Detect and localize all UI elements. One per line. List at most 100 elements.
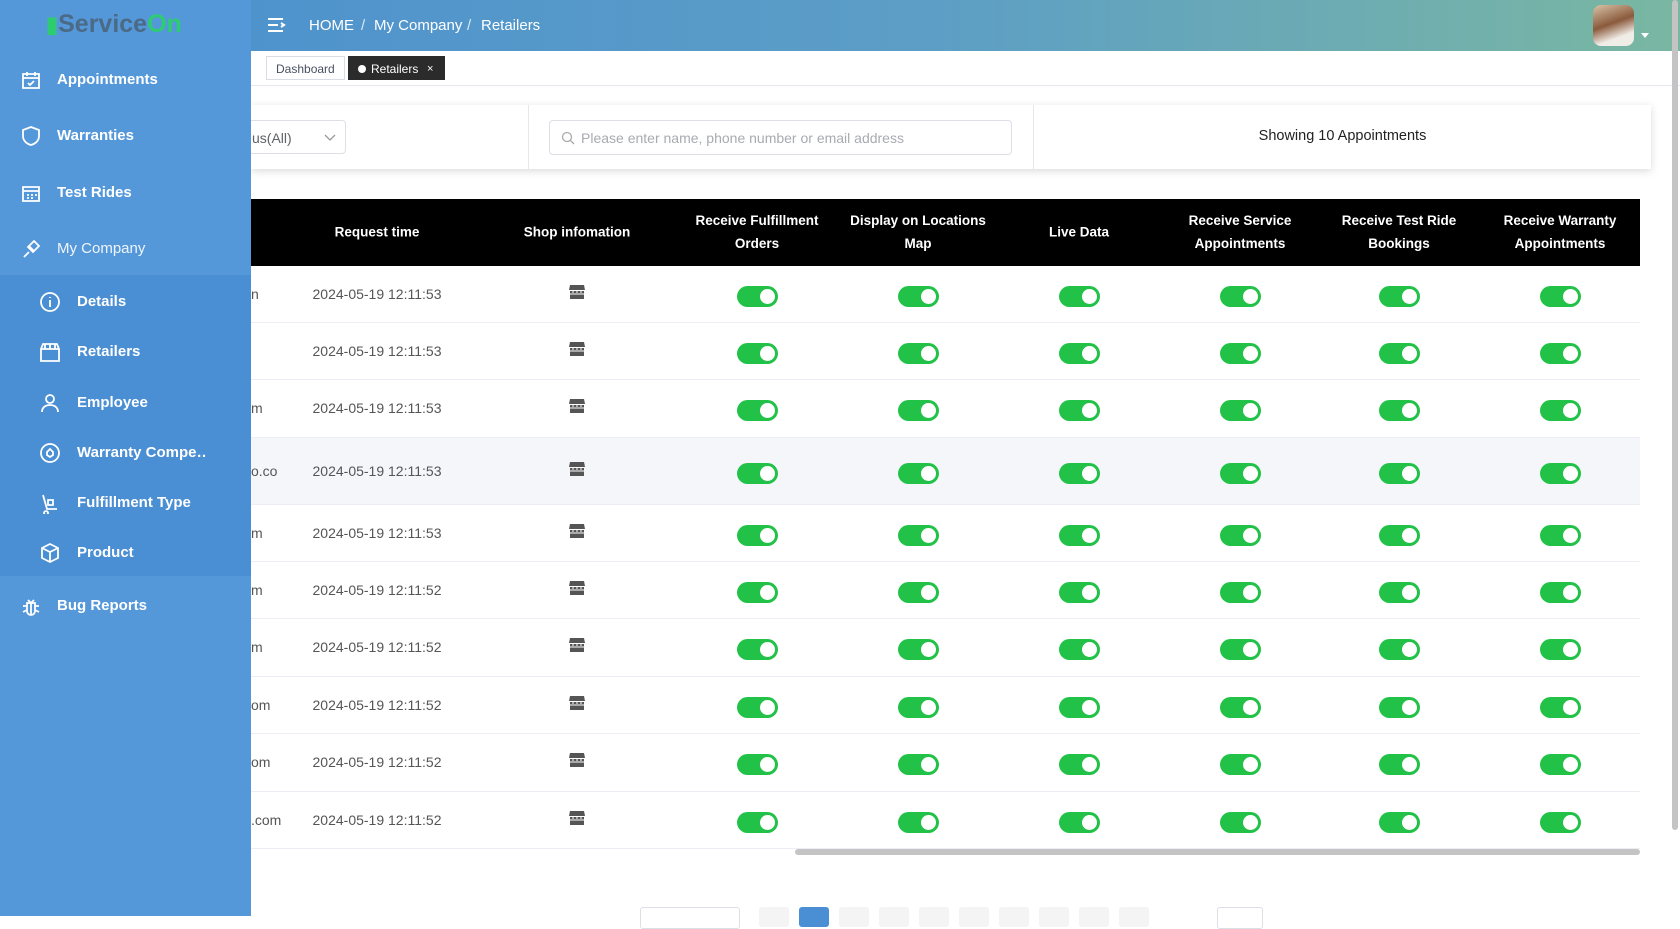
toggle-switch[interactable] — [737, 462, 778, 484]
shop-icon[interactable] — [568, 397, 586, 415]
brand-logo[interactable]: ▮ServiceOn — [46, 10, 182, 39]
page-button[interactable] — [839, 907, 869, 927]
toggle-switch[interactable] — [898, 581, 939, 603]
toggle-switch[interactable] — [1220, 581, 1261, 603]
toggle-switch[interactable] — [898, 285, 939, 307]
page-size-select[interactable] — [640, 907, 740, 929]
toggle-switch[interactable] — [1540, 524, 1581, 546]
submenu-item[interactable]: Product — [0, 533, 251, 573]
toggle-switch[interactable] — [737, 581, 778, 603]
shop-icon[interactable] — [568, 579, 586, 597]
toggle-switch[interactable] — [1379, 462, 1420, 484]
avatar[interactable] — [1593, 5, 1634, 46]
breadcrumb-item[interactable]: HOME — [309, 17, 354, 34]
toggle-switch[interactable] — [1379, 811, 1420, 833]
toggle-switch[interactable] — [1059, 696, 1100, 718]
toggle-switch[interactable] — [898, 524, 939, 546]
shop-icon[interactable] — [568, 694, 586, 712]
toggle-switch[interactable] — [737, 754, 778, 775]
toggle-switch[interactable] — [1540, 639, 1581, 660]
page-jump[interactable] — [1217, 907, 1263, 929]
toggle-switch[interactable] — [1379, 696, 1420, 718]
status-select[interactable]: us(All) — [241, 120, 346, 154]
shop-icon[interactable] — [568, 283, 586, 301]
toggle-switch[interactable] — [1379, 342, 1420, 364]
toggle-switch[interactable] — [1379, 754, 1420, 775]
toggle-switch[interactable] — [1540, 811, 1581, 833]
page-button[interactable] — [959, 907, 989, 927]
submenu-item[interactable]: Retailers — [0, 332, 251, 372]
toggle-switch[interactable] — [737, 400, 778, 421]
toggle-switch[interactable] — [1059, 811, 1100, 833]
shop-icon[interactable] — [568, 522, 586, 540]
shop-icon[interactable] — [568, 460, 586, 478]
toggle-switch[interactable] — [1379, 400, 1420, 421]
toggle-switch[interactable] — [1059, 639, 1100, 660]
horizontal-scrollbar[interactable] — [795, 849, 1640, 855]
toggle-switch[interactable] — [1540, 462, 1581, 484]
toggle-switch[interactable] — [1059, 581, 1100, 603]
toggle-switch[interactable] — [1059, 342, 1100, 364]
toggle-switch[interactable] — [1540, 285, 1581, 307]
toggle-switch[interactable] — [1059, 285, 1100, 307]
page-button[interactable] — [999, 907, 1029, 927]
vertical-scrollbar[interactable] — [1672, 0, 1678, 830]
shop-icon[interactable] — [568, 340, 586, 358]
tab-close[interactable]: × — [427, 63, 434, 75]
menu-item[interactable]: Bug Reports — [0, 586, 251, 626]
toggle-switch[interactable] — [1540, 342, 1581, 364]
menu-item[interactable]: Warranties — [0, 116, 251, 156]
tab-active[interactable]: Retailers × — [348, 56, 445, 80]
page-button[interactable] — [1119, 907, 1149, 927]
search-input[interactable]: Please enter name, phone number or email… — [549, 120, 1012, 155]
shop-icon[interactable] — [568, 636, 586, 654]
submenu-item[interactable]: Details — [0, 282, 251, 322]
submenu-item[interactable]: Fulfillment Type — [0, 483, 251, 523]
toggle-switch[interactable] — [1379, 524, 1420, 546]
toggle-switch[interactable] — [737, 524, 778, 546]
toggle-switch[interactable] — [737, 811, 778, 833]
menu-item[interactable]: My Company — [0, 229, 251, 269]
page-button[interactable] — [879, 907, 909, 927]
toggle-switch[interactable] — [737, 639, 778, 660]
toggle-switch[interactable] — [737, 342, 778, 364]
toggle-switch[interactable] — [1220, 811, 1261, 833]
toggle-switch[interactable] — [1540, 400, 1581, 421]
toggle-switch[interactable] — [898, 342, 939, 364]
toggle-switch[interactable] — [898, 811, 939, 833]
toggle-switch[interactable] — [1220, 462, 1261, 484]
tab[interactable]: Dashboard — [266, 56, 345, 80]
menu-toggle[interactable] — [266, 16, 286, 34]
toggle-switch[interactable] — [1220, 285, 1261, 307]
toggle-switch[interactable] — [1540, 696, 1581, 718]
page-button[interactable] — [759, 907, 789, 927]
toggle-switch[interactable] — [1379, 285, 1420, 307]
page-button[interactable] — [1039, 907, 1069, 927]
toggle-switch[interactable] — [1379, 639, 1420, 660]
toggle-switch[interactable] — [1540, 581, 1581, 603]
toggle-switch[interactable] — [898, 639, 939, 660]
toggle-switch[interactable] — [1059, 400, 1100, 421]
menu-item[interactable]: Test Rides — [0, 173, 251, 213]
submenu-item[interactable]: Employee — [0, 383, 251, 423]
toggle-switch[interactable] — [1220, 639, 1261, 660]
avatar-caret[interactable] — [1641, 33, 1649, 39]
toggle-switch[interactable] — [1059, 754, 1100, 775]
toggle-switch[interactable] — [1220, 754, 1261, 775]
toggle-switch[interactable] — [1540, 754, 1581, 775]
toggle-switch[interactable] — [737, 285, 778, 307]
toggle-switch[interactable] — [898, 754, 939, 775]
toggle-switch[interactable] — [1059, 524, 1100, 546]
page-button-active[interactable] — [799, 907, 829, 927]
toggle-switch[interactable] — [1220, 524, 1261, 546]
toggle-switch[interactable] — [898, 400, 939, 421]
shop-icon[interactable] — [568, 809, 586, 827]
toggle-switch[interactable] — [1059, 462, 1100, 484]
toggle-switch[interactable] — [898, 696, 939, 718]
shop-icon[interactable] — [568, 751, 586, 769]
toggle-switch[interactable] — [1220, 342, 1261, 364]
page-button[interactable] — [1079, 907, 1109, 927]
page-button[interactable] — [919, 907, 949, 927]
toggle-switch[interactable] — [1379, 581, 1420, 603]
breadcrumb-item[interactable]: My Company — [374, 17, 463, 34]
